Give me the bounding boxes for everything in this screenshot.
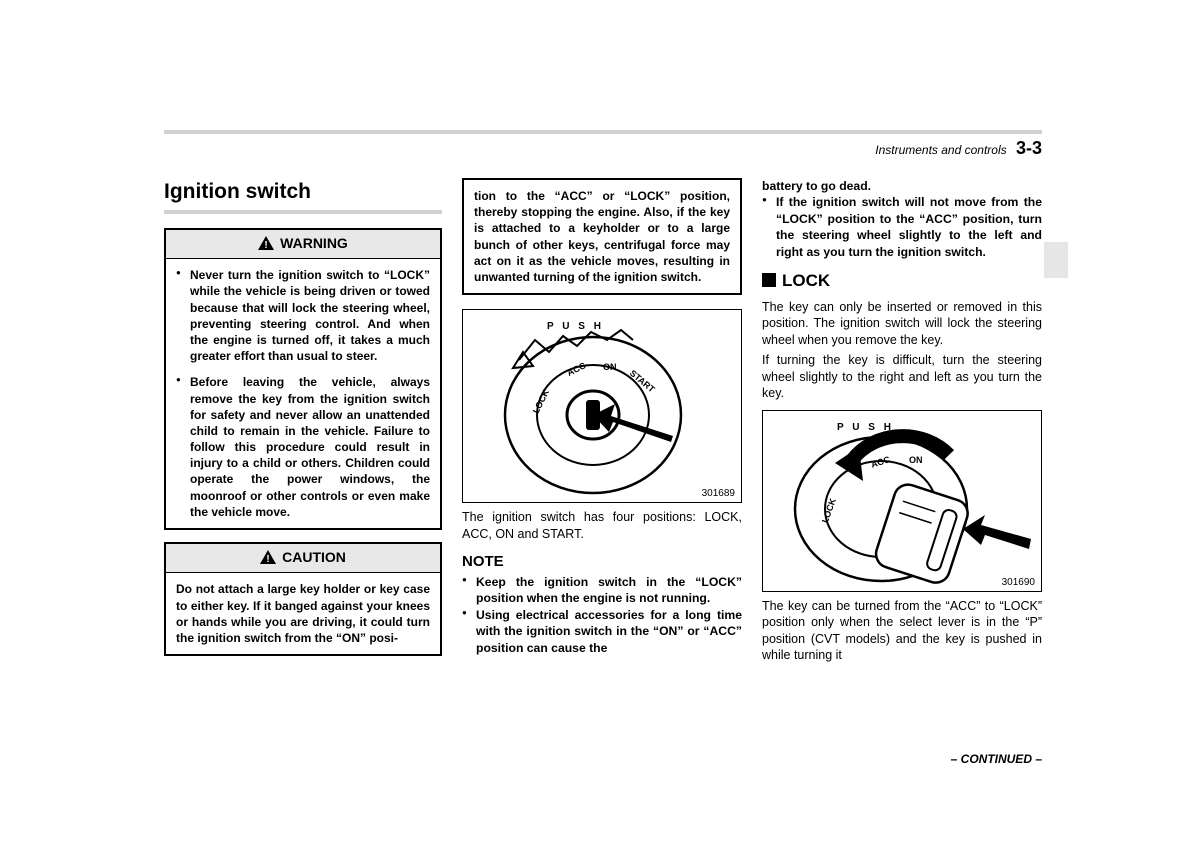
column-3: battery to go dead. If the ignition swit…	[762, 178, 1042, 760]
note-body: Keep the ignition switch in the “LOCK” p…	[462, 574, 742, 656]
on-label: ON	[603, 362, 617, 374]
caution-continuation: tion to the “ACC” or “LOCK” position, th…	[462, 178, 742, 295]
caution-box: ! CAUTION Do not attach a large key hold…	[164, 542, 442, 656]
column-1: Ignition switch ! WARNING Never turn the…	[164, 178, 442, 760]
figure-caption: The ignition switch has four positions: …	[462, 509, 742, 542]
warning-box: ! WARNING Never turn the ignition switch…	[164, 228, 442, 530]
section-title: Ignition switch	[164, 178, 442, 206]
push-label: P U S H	[547, 320, 604, 333]
warning-label: WARNING	[280, 235, 348, 251]
caution-icon: !	[260, 550, 276, 568]
figure-code: 301689	[702, 487, 735, 500]
title-rule	[164, 210, 442, 214]
note-item: Keep the ignition switch in the “LOCK” p…	[462, 574, 742, 607]
caution-body: Do not attach a large key holder or key …	[166, 573, 440, 654]
warning-item: Never turn the ignition switch to “LOCK”…	[176, 267, 430, 364]
warning-icon: !	[258, 236, 274, 254]
lock-paragraph: If turning the key is difficult, turn th…	[762, 352, 1042, 402]
figure-code: 301690	[1002, 576, 1035, 589]
lock-subheading: LOCK	[762, 270, 1042, 292]
page: Instruments and controls 3-3 Ignition sw…	[164, 130, 1042, 766]
page-number: 3-3	[1016, 138, 1042, 158]
svg-text:!: !	[266, 554, 269, 564]
warning-header: ! WARNING	[166, 230, 440, 259]
warning-item: Before leaving the vehicle, always remov…	[176, 374, 430, 520]
running-head: Instruments and controls 3-3	[875, 138, 1042, 159]
column-2: tion to the “ACC” or “LOCK” position, th…	[462, 178, 742, 760]
square-bullet-icon	[762, 273, 776, 287]
columns: Ignition switch ! WARNING Never turn the…	[164, 178, 1042, 760]
figure-ignition-switch: P U S H LOCK ACC ON START 301689	[462, 309, 742, 503]
note-item: Using electrical accessories for a long …	[462, 607, 742, 656]
svg-text:!: !	[264, 240, 267, 250]
caution-label: CAUTION	[282, 549, 346, 565]
figure-caption: The key can be turned from the “ACC” to …	[762, 598, 1042, 664]
note-continuation: battery to go dead. If the ignition swit…	[762, 178, 1042, 260]
note-cont-line: battery to go dead.	[762, 178, 1042, 194]
lock-paragraph: The key can only be inserted or removed …	[762, 299, 1042, 349]
continued-marker: – CONTINUED –	[951, 752, 1042, 768]
on-label: ON	[909, 455, 923, 467]
lock-heading-text: LOCK	[782, 271, 830, 290]
caution-header: ! CAUTION	[166, 544, 440, 573]
header-rule	[164, 130, 1042, 134]
note-cont-bullet: If the ignition switch will not move fro…	[762, 194, 1042, 260]
ignition-switch-diagram	[463, 310, 741, 502]
chapter-title: Instruments and controls	[875, 143, 1006, 157]
caution-text: Do not attach a large key holder or key …	[176, 581, 430, 646]
note-heading: NOTE	[462, 552, 742, 572]
thumb-tab	[1044, 242, 1068, 278]
key-turn-diagram	[763, 411, 1041, 591]
warning-body: Never turn the ignition switch to “LOCK”…	[166, 259, 440, 528]
push-label: P U S H	[837, 421, 894, 434]
figure-key-turn: P U S H LOCK ACC ON 301690	[762, 410, 1042, 592]
